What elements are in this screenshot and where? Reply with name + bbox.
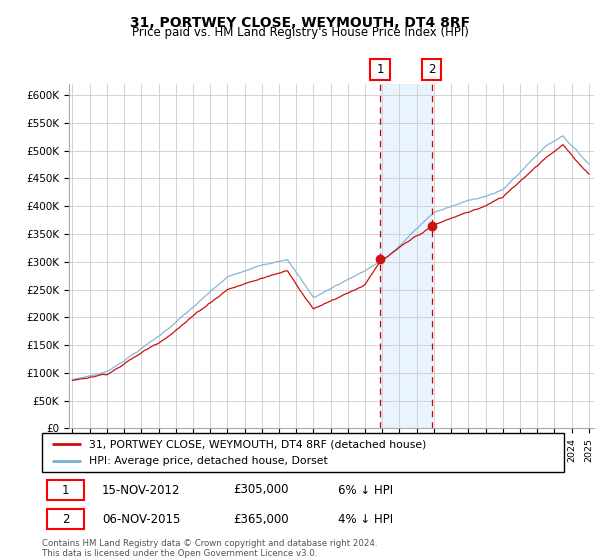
FancyBboxPatch shape (47, 510, 84, 529)
Text: 4% ↓ HPI: 4% ↓ HPI (338, 512, 393, 526)
Text: 06-NOV-2015: 06-NOV-2015 (102, 512, 181, 526)
Bar (380, 84, 432, 428)
Text: 31, PORTWEY CLOSE, WEYMOUTH, DT4 8RF (detached house): 31, PORTWEY CLOSE, WEYMOUTH, DT4 8RF (de… (89, 439, 427, 449)
FancyBboxPatch shape (422, 59, 442, 80)
Text: Price paid vs. HM Land Registry's House Price Index (HPI): Price paid vs. HM Land Registry's House … (131, 26, 469, 39)
Text: 1: 1 (376, 63, 384, 76)
FancyBboxPatch shape (370, 59, 390, 80)
Text: 15-NOV-2012: 15-NOV-2012 (102, 483, 181, 497)
Text: 6% ↓ HPI: 6% ↓ HPI (338, 483, 393, 497)
Text: £305,000: £305,000 (233, 483, 289, 497)
FancyBboxPatch shape (47, 480, 84, 500)
Text: 31, PORTWEY CLOSE, WEYMOUTH, DT4 8RF: 31, PORTWEY CLOSE, WEYMOUTH, DT4 8RF (130, 16, 470, 30)
Text: HPI: Average price, detached house, Dorset: HPI: Average price, detached house, Dors… (89, 456, 328, 466)
Text: 2: 2 (62, 512, 69, 526)
Text: Contains HM Land Registry data © Crown copyright and database right 2024.
This d: Contains HM Land Registry data © Crown c… (42, 539, 377, 558)
Text: £365,000: £365,000 (233, 512, 289, 526)
Text: 2: 2 (428, 63, 436, 76)
Text: 1: 1 (62, 483, 69, 497)
